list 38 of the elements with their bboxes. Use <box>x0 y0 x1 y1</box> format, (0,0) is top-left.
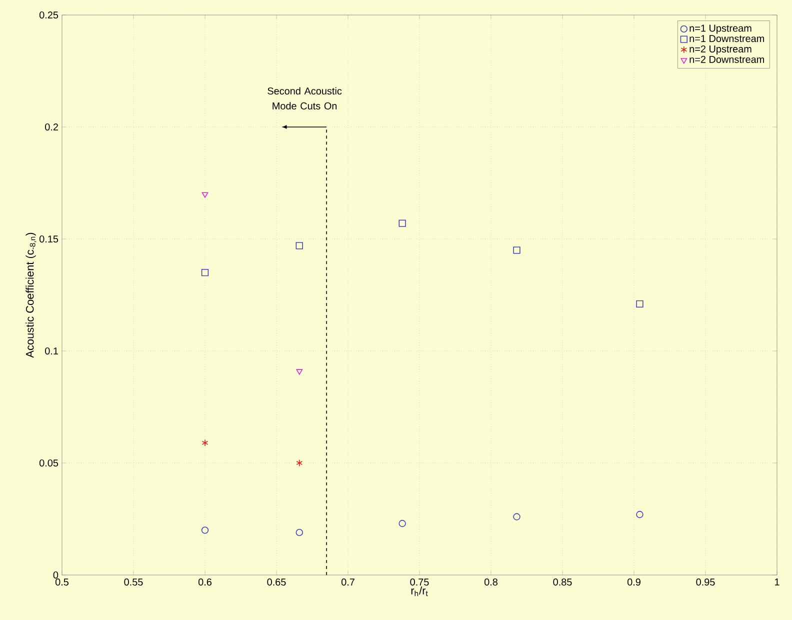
x-tick-label: 1 <box>775 578 780 586</box>
point <box>201 526 209 534</box>
point <box>296 459 303 467</box>
x-tick-label: 0.5 <box>55 578 69 586</box>
y-tick-label: 0.15 <box>39 235 58 243</box>
x-tick-label: 0.95 <box>696 578 715 586</box>
legend-label: n=1 Downstream <box>690 35 764 42</box>
point <box>202 439 208 446</box>
point <box>513 513 520 520</box>
y-tick-label: 0 <box>53 571 58 579</box>
x-tick-label: 0.75 <box>410 578 429 586</box>
x-tick-label: 0.85 <box>553 578 572 586</box>
legend-label: n=2 Downstream <box>690 56 764 63</box>
point <box>202 192 208 198</box>
point <box>513 246 520 254</box>
x-tick-label: 0.6 <box>198 578 212 586</box>
legend-label: n=2 Upstream <box>690 45 752 54</box>
point <box>296 242 303 250</box>
y-tick-label: 0.1 <box>45 347 58 355</box>
x-tick-label: 0.65 <box>267 578 286 586</box>
point <box>398 520 406 528</box>
legend-label: n=1 Upstream <box>690 24 752 34</box>
y-axis-title: Acoustic Coefficient (c$_{-8,n}$) <box>26 232 36 358</box>
x-tick-label: 0.9 <box>627 578 640 586</box>
x-tick-label: 0.7 <box>341 578 354 586</box>
y-tick-label: 0.05 <box>39 459 58 467</box>
point <box>398 220 406 227</box>
point <box>636 300 644 308</box>
x-axis-title: r$_{h}$/r$_{t}$ <box>411 586 428 596</box>
point <box>296 369 303 375</box>
annotation: Second Acoustic Mode Cuts On <box>268 87 342 110</box>
point <box>636 510 644 518</box>
point <box>296 528 303 536</box>
point <box>201 269 209 276</box>
y-tick-label: 0.25 <box>39 11 58 19</box>
y-tick-label: 0.2 <box>45 123 58 131</box>
x-tick-label: 0.55 <box>124 578 143 586</box>
x-tick-label: 0.8 <box>484 578 498 586</box>
